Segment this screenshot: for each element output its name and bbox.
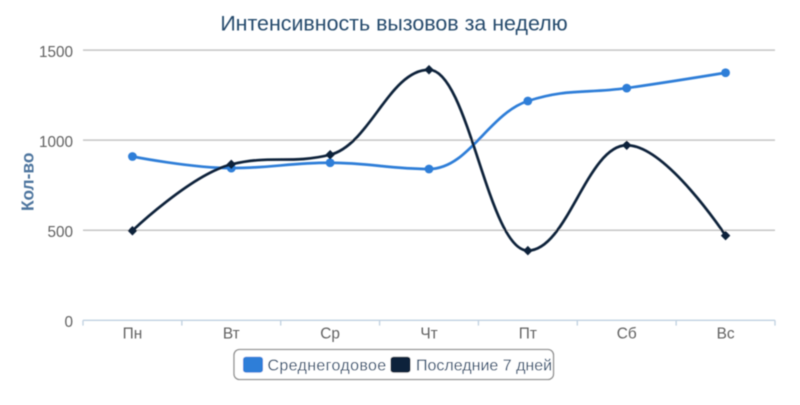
svg-text:Последние 7 дней: Последние 7 дней	[416, 358, 552, 375]
svg-text:Среднегодовое: Среднегодовое	[268, 358, 387, 375]
svg-text:Пн: Пн	[123, 326, 143, 343]
svg-text:Кол-во: Кол-во	[18, 153, 38, 211]
svg-text:0: 0	[64, 314, 73, 331]
svg-text:Вт: Вт	[223, 326, 240, 343]
svg-text:500: 500	[47, 224, 73, 241]
svg-text:Вс: Вс	[717, 326, 735, 343]
svg-text:Интенсивность вызовов за недел: Интенсивность вызовов за неделю	[220, 12, 567, 36]
svg-text:Чт: Чт	[420, 326, 437, 343]
svg-text:Пт: Пт	[519, 326, 537, 343]
svg-text:1000: 1000	[39, 134, 73, 151]
svg-text:Сб: Сб	[617, 326, 637, 343]
svg-text:Ср: Ср	[320, 326, 340, 343]
svg-text:1500: 1500	[39, 44, 73, 61]
